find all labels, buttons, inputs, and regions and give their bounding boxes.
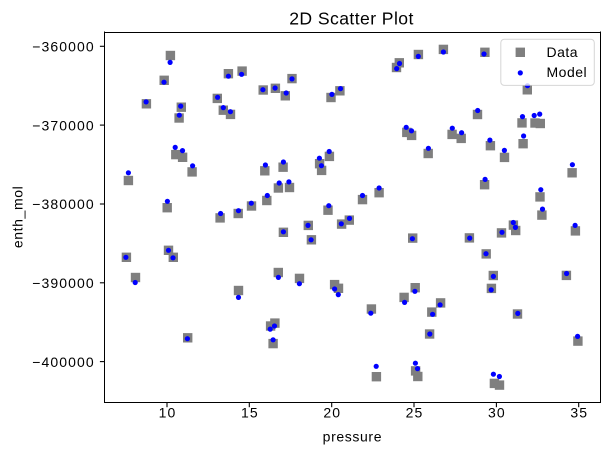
svg-text:Data: Data	[547, 44, 579, 60]
svg-text:pressure: pressure	[323, 429, 382, 445]
svg-text:20: 20	[323, 405, 341, 421]
svg-text:−370000: −370000	[32, 117, 95, 133]
svg-text:15: 15	[241, 405, 259, 421]
svg-text:35: 35	[570, 405, 588, 421]
svg-text:25: 25	[406, 405, 424, 421]
svg-text:enth_mol: enth_mol	[9, 186, 25, 249]
svg-text:30: 30	[488, 405, 506, 421]
svg-text:−380000: −380000	[32, 196, 95, 212]
svg-text:−400000: −400000	[32, 354, 95, 370]
svg-text:−390000: −390000	[32, 275, 95, 291]
svg-text:2D Scatter Plot: 2D Scatter Plot	[289, 9, 414, 29]
svg-text:Model: Model	[547, 64, 588, 80]
svg-text:10: 10	[159, 405, 177, 421]
svg-text:−360000: −360000	[32, 39, 95, 55]
